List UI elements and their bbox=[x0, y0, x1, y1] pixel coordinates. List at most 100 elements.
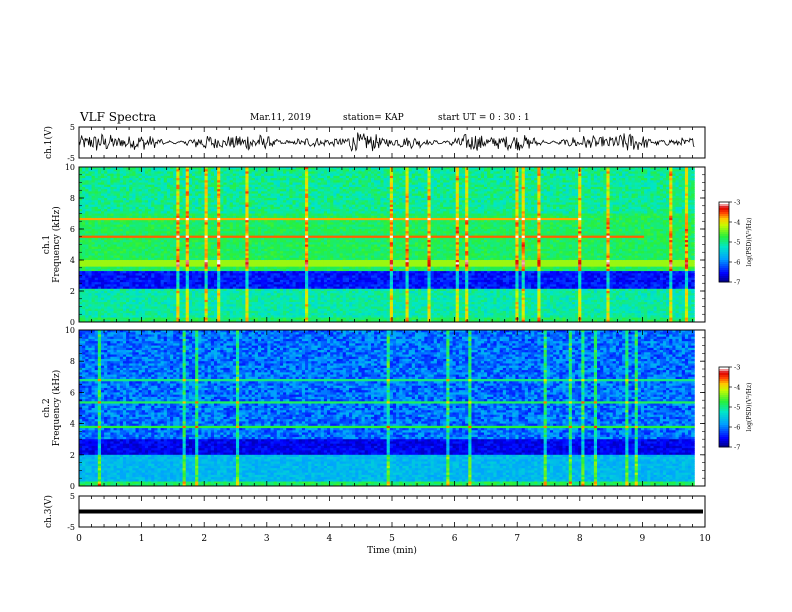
spectrogram-cell bbox=[136, 236, 140, 239]
spectrogram-cell bbox=[104, 318, 108, 321]
spectrogram-cell bbox=[123, 185, 127, 188]
spectrogram-cell bbox=[139, 298, 143, 301]
spectrogram-cell bbox=[173, 209, 177, 212]
spectrogram-cell bbox=[201, 231, 205, 234]
spectrogram-cell bbox=[211, 236, 215, 239]
spectrogram-cell bbox=[101, 251, 105, 254]
spectrogram-cell bbox=[217, 174, 221, 177]
spectrogram-cell bbox=[267, 225, 271, 228]
spectrogram-cell bbox=[82, 220, 86, 223]
spectrogram-cell bbox=[170, 262, 174, 265]
spectrogram-cell bbox=[110, 293, 114, 296]
spectrogram-cell bbox=[252, 278, 256, 281]
spectrogram-cell bbox=[186, 287, 190, 290]
spectrogram-cell bbox=[104, 240, 108, 243]
spectrogram-cell bbox=[261, 174, 265, 177]
spectrogram-cell bbox=[110, 189, 114, 192]
spectrogram-cell bbox=[217, 220, 221, 223]
spectrogram-cell bbox=[82, 318, 86, 321]
spectrogram-cell bbox=[292, 231, 296, 234]
spectrogram-cell bbox=[161, 262, 165, 265]
spectrogram-cell bbox=[249, 209, 253, 212]
spectrogram-cell bbox=[189, 194, 193, 197]
spectrogram-cell bbox=[289, 220, 293, 223]
spectrogram-cell bbox=[192, 185, 196, 188]
spectrogram-cell bbox=[223, 216, 227, 219]
spectrogram-cell bbox=[120, 247, 124, 250]
spectrogram-cell bbox=[220, 220, 224, 223]
spectrogram-cell bbox=[157, 236, 161, 239]
spectrogram-cell bbox=[88, 278, 92, 281]
spectrogram-cell bbox=[230, 216, 234, 219]
spectrogram-cell bbox=[173, 267, 177, 270]
spectrogram-cell bbox=[261, 225, 265, 228]
spectrogram-cell bbox=[236, 174, 240, 177]
spectrogram-cell bbox=[261, 185, 265, 188]
spectrogram-cell bbox=[82, 231, 86, 234]
spectrogram-cell bbox=[252, 256, 256, 259]
spectrogram-cell bbox=[120, 278, 124, 281]
spectrogram-cell bbox=[198, 189, 202, 192]
spectrogram-cell bbox=[189, 205, 193, 208]
spectrogram-cell bbox=[283, 302, 287, 305]
spectrogram-cell bbox=[114, 278, 118, 281]
spectrogram-cell bbox=[82, 216, 86, 219]
spectrogram-cell bbox=[82, 205, 86, 208]
spectrogram-cell bbox=[239, 178, 243, 181]
spectrogram-cell bbox=[283, 236, 287, 239]
spectrogram-cell bbox=[82, 240, 86, 243]
spectrogram-cell bbox=[296, 240, 300, 243]
spectrogram-cell bbox=[154, 313, 158, 316]
spectrogram-cell bbox=[101, 205, 105, 208]
spectrogram-cell bbox=[154, 256, 158, 259]
spectrogram-cell bbox=[82, 302, 86, 305]
spectrogram-cell bbox=[126, 278, 130, 281]
spectrogram-cell bbox=[157, 205, 161, 208]
spectrogram-cell bbox=[274, 216, 278, 219]
spectrogram-cell bbox=[85, 205, 89, 208]
spectrogram-cell bbox=[95, 278, 99, 281]
spectrogram-cell bbox=[296, 178, 300, 181]
spectrogram-cell bbox=[274, 298, 278, 301]
spectrogram-cell bbox=[252, 313, 256, 316]
spectrogram-cell bbox=[104, 178, 108, 181]
spectrogram-cell bbox=[110, 236, 114, 239]
spectrogram-cell bbox=[161, 256, 165, 259]
spectrogram-cell bbox=[289, 205, 293, 208]
spectrogram-cell bbox=[85, 200, 89, 203]
spectrogram-cell bbox=[186, 236, 190, 239]
spectrogram-cell bbox=[211, 313, 215, 316]
spectrogram-cell bbox=[271, 278, 275, 281]
spectrogram-cell bbox=[252, 200, 256, 203]
spectrogram-cell bbox=[117, 267, 121, 270]
spectrogram-cell bbox=[186, 318, 190, 321]
spectrogram-cell bbox=[104, 282, 108, 285]
spectrogram-cell bbox=[176, 309, 180, 312]
spectrogram-cell bbox=[267, 194, 271, 197]
spectrogram-cell bbox=[195, 178, 199, 181]
spectrogram-cell bbox=[286, 209, 290, 212]
spectrogram-cell bbox=[170, 178, 174, 181]
spectrogram-cell bbox=[179, 205, 183, 208]
spectrogram-cell bbox=[239, 209, 243, 212]
spectrogram-cell bbox=[98, 236, 102, 239]
spectrogram-cell bbox=[205, 209, 209, 212]
spectrogram-cell bbox=[283, 298, 287, 301]
spectrogram-cell bbox=[161, 236, 165, 239]
spectrogram-cell bbox=[95, 194, 99, 197]
spectrogram-cell bbox=[230, 194, 234, 197]
spectrogram-cell bbox=[233, 225, 237, 228]
spectrogram-cell bbox=[201, 247, 205, 250]
spectrogram-cell bbox=[205, 309, 209, 312]
spectrogram-cell bbox=[198, 271, 202, 274]
spectrogram-cell bbox=[157, 169, 161, 172]
spectrogram-cell bbox=[136, 313, 140, 316]
spectrogram-cell bbox=[286, 174, 290, 177]
spectrogram-cell bbox=[296, 278, 300, 281]
spectrogram-cell bbox=[236, 205, 240, 208]
spectrogram-cell bbox=[280, 200, 284, 203]
spectrogram-cell bbox=[101, 313, 105, 316]
spectrogram-cell bbox=[230, 313, 234, 316]
spectrogram-cell bbox=[289, 200, 293, 203]
spectrogram-cell bbox=[164, 309, 168, 312]
